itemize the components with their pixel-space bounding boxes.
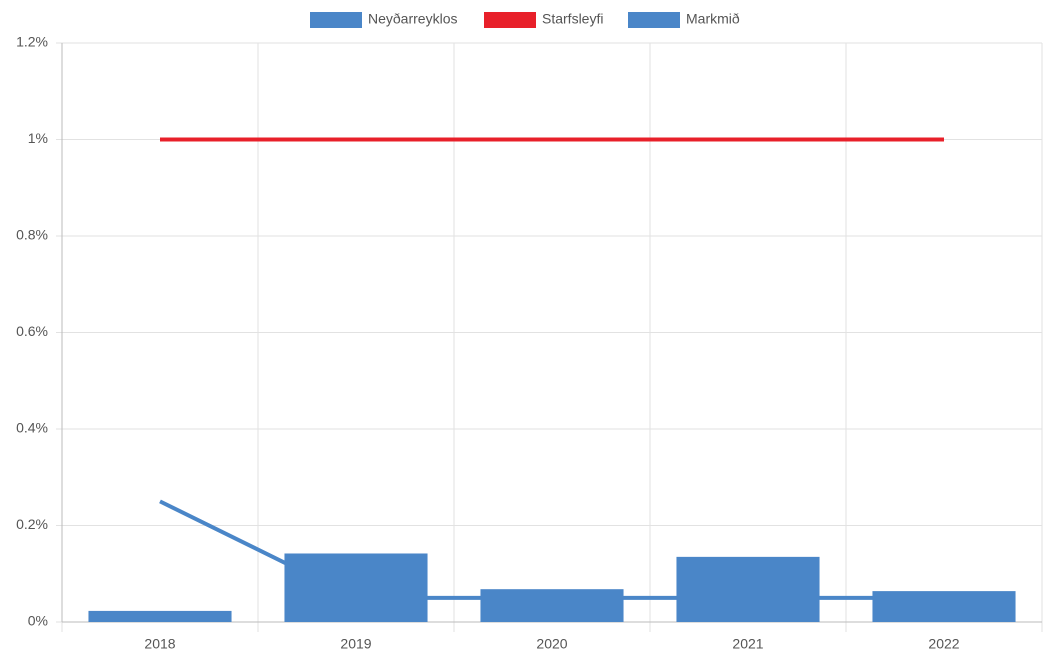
bar bbox=[676, 556, 820, 622]
bar bbox=[284, 553, 428, 622]
bar bbox=[88, 610, 232, 622]
y-tick-label: 0% bbox=[28, 613, 48, 629]
legend-swatch bbox=[628, 12, 680, 28]
y-tick-label: 1.2% bbox=[16, 34, 48, 50]
legend-swatch bbox=[484, 12, 536, 28]
y-tick-label: 1% bbox=[28, 130, 48, 146]
x-tick-label: 2018 bbox=[144, 636, 175, 652]
x-tick-label: 2021 bbox=[732, 636, 763, 652]
y-tick-label: 0.4% bbox=[16, 420, 48, 436]
bar bbox=[872, 591, 1016, 622]
legend-label: Neyðarreyklos bbox=[368, 11, 457, 27]
y-tick-label: 0.2% bbox=[16, 516, 48, 532]
x-tick-label: 2020 bbox=[536, 636, 567, 652]
y-tick-label: 0.8% bbox=[16, 227, 48, 243]
line bbox=[159, 499, 944, 600]
x-tick-label: 2019 bbox=[340, 636, 371, 652]
legend-swatch bbox=[310, 12, 362, 28]
legend-label: Markmið bbox=[686, 11, 740, 27]
bar bbox=[480, 589, 624, 622]
legend-label: Starfsleyfi bbox=[542, 11, 603, 27]
x-tick-label: 2022 bbox=[928, 636, 959, 652]
y-tick-label: 0.6% bbox=[16, 323, 48, 339]
